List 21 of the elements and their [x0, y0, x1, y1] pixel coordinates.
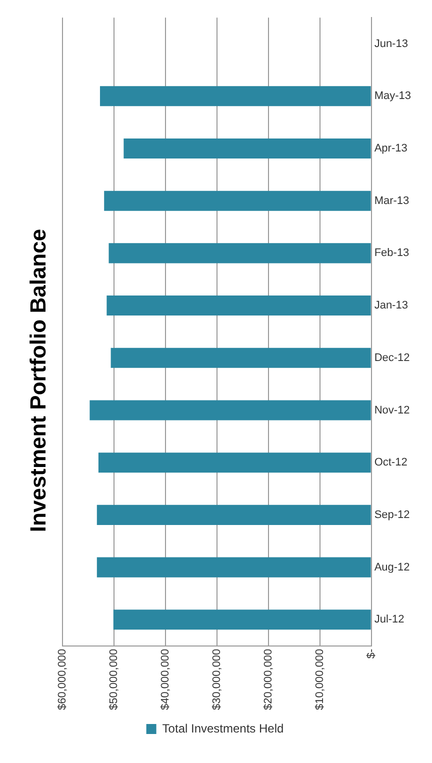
x-tick-label: $- — [365, 648, 378, 659]
legend-label: Total Investments Held — [162, 721, 284, 736]
y-tick-label: Jun-13 — [374, 38, 408, 50]
x-tick-label: $50,000,000 — [108, 648, 120, 710]
y-tick-label: May-13 — [374, 90, 412, 102]
x-tick-label: $30,000,000 — [210, 648, 223, 710]
x-tick-label: $60,000,000 — [56, 648, 68, 710]
y-tick-label: Oct-12 — [374, 456, 408, 469]
y-tick-label: Feb-13 — [374, 247, 410, 260]
x-tick-label: $10,000,000 — [314, 648, 326, 710]
y-tick-label: Nov-12 — [374, 404, 410, 416]
text: Investment Portfolio Balance — [25, 228, 50, 532]
x-tick-label: $40,000,000 — [159, 648, 172, 710]
y-tick-label: Sep-12 — [374, 508, 410, 521]
y-tick-label: Dec-12 — [374, 352, 410, 364]
y-tick-label: Jul-12 — [374, 614, 404, 626]
y-tick-label: Aug-12 — [374, 561, 410, 574]
y-tick-label: Apr-13 — [374, 142, 408, 155]
y-tick-label: Mar-13 — [374, 194, 410, 207]
y-tick-label: Jan-13 — [374, 300, 408, 312]
x-tick-label: $20,000,000 — [262, 648, 274, 710]
